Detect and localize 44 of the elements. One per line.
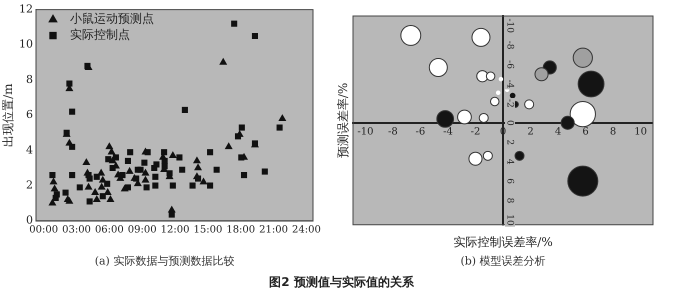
- x-axis-title: 实际控制误差率/%: [453, 234, 553, 249]
- y-axis-title: 预测误差率/%: [336, 82, 350, 158]
- legend-label: 实际控制点: [70, 28, 130, 42]
- y-tick-label: 2: [26, 178, 33, 192]
- x-tick-label: -2: [470, 126, 480, 138]
- x-tick-label: 15:00: [193, 224, 222, 236]
- x-tick-label: 10: [634, 126, 647, 138]
- y-tick-label: 10: [504, 214, 515, 226]
- x-tick-label: -10: [357, 126, 374, 138]
- x-tick-label: -4: [443, 126, 453, 138]
- y-tick-label: 4: [26, 143, 33, 156]
- text: (b) 模型误差分析: [460, 254, 546, 268]
- y-tick-label: 0: [504, 120, 515, 126]
- x-tick-label: 4: [554, 126, 562, 138]
- y-tick-label: 4: [504, 158, 515, 165]
- x-tick-label: 09:00: [128, 224, 157, 236]
- y-tick-label: 10: [18, 38, 33, 51]
- y-tick-label: -4: [504, 80, 515, 89]
- y-tick-label: 8: [504, 198, 515, 204]
- text: (a) 实际数据与预测数据比较: [94, 254, 234, 268]
- caption: 图2 预测值与实际值的关系: [268, 274, 415, 291]
- x-tick-label: 12:00: [160, 224, 190, 236]
- x-tick-label: 06:00: [94, 224, 124, 236]
- y-tick-label: -6: [504, 60, 515, 70]
- y-tick-label: 6: [504, 178, 515, 184]
- x-tick-label: 8: [610, 126, 616, 138]
- x-tick-label: 6: [582, 126, 589, 138]
- x-tick-label: -8: [388, 126, 398, 138]
- x-tick-label: 21:00: [259, 224, 288, 236]
- y-tick-label: -10: [504, 18, 515, 34]
- x-tick-label: 00:00: [29, 224, 58, 236]
- x-tick-label: 2: [527, 126, 534, 138]
- legend-label: 小鼠运动预测点: [70, 12, 154, 26]
- y-tick-label: 6: [26, 108, 33, 122]
- x-tick-label: 18:00: [226, 224, 256, 236]
- y-axis-title: 出现位置/m: [1, 82, 16, 147]
- y-tick-label: 2: [504, 139, 515, 146]
- x-tick-label: 03:00: [62, 224, 91, 236]
- y-tick-label: -2: [504, 99, 515, 108]
- y-tick-label: 12: [18, 2, 33, 16]
- x-tick-label: -6: [416, 126, 426, 138]
- x-tick-label: 24:00: [292, 224, 321, 236]
- y-tick-label: -8: [504, 40, 515, 50]
- y-tick-label: 8: [26, 72, 33, 86]
